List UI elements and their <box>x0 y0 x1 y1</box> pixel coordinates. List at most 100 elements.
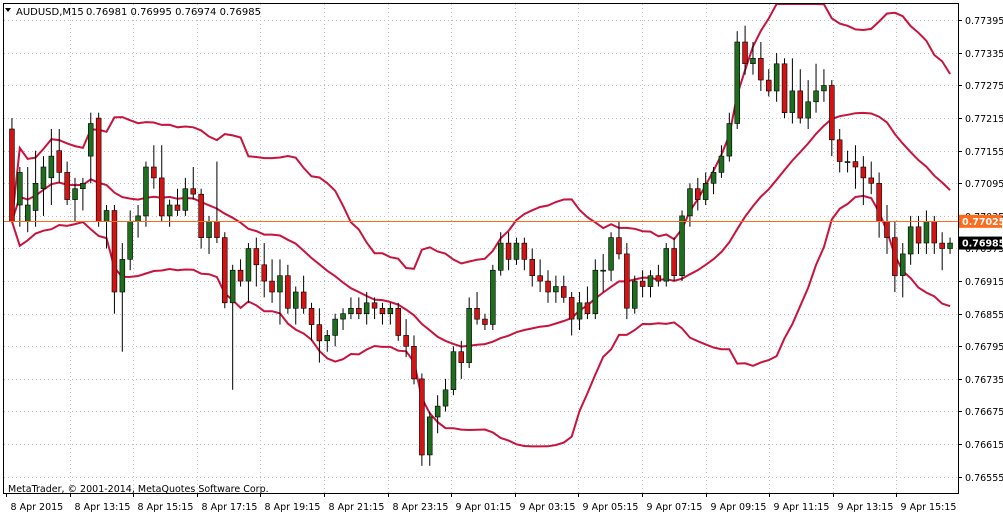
bear-candle <box>458 340 464 379</box>
candle-body <box>600 269 606 272</box>
bear-candle <box>222 232 228 309</box>
candle-body <box>324 335 330 342</box>
bear-candle <box>521 237 528 271</box>
bull-candle <box>72 177 78 222</box>
candle-body <box>9 128 15 222</box>
candle-body <box>765 79 772 92</box>
candle-body <box>174 204 181 211</box>
bull-candle <box>592 259 599 320</box>
bull-candle <box>663 243 669 287</box>
bull-candle <box>80 177 86 211</box>
candle-body <box>308 307 315 325</box>
candle-body <box>892 237 898 276</box>
bull-candle <box>813 63 819 113</box>
bull-candle <box>466 297 472 369</box>
bear-candle <box>190 167 197 200</box>
bull-candle <box>773 52 780 102</box>
bull-candle <box>789 58 796 124</box>
candle-body <box>261 264 267 282</box>
bear-candle <box>261 243 267 298</box>
candle-body <box>151 166 157 179</box>
bear-candle <box>198 188 204 249</box>
bull-candle <box>245 243 252 303</box>
y-tick-label: 0.76555 <box>965 473 1003 484</box>
bear-candle <box>829 80 835 157</box>
candle-body <box>939 242 945 249</box>
bear-candle <box>151 145 157 189</box>
candle-body <box>80 183 86 190</box>
bull-candle <box>292 286 299 325</box>
bull-candle <box>182 177 189 216</box>
bear-candle <box>639 270 646 298</box>
bear-candle <box>253 237 260 287</box>
bull-candle <box>899 243 906 298</box>
bull-candle <box>387 302 394 325</box>
candle-body <box>88 123 94 157</box>
bear-candle <box>868 161 874 195</box>
candle-body <box>805 101 811 119</box>
candle-body <box>95 117 102 222</box>
bear-candle <box>939 232 945 271</box>
symbol-label: AUDUSD,M15 <box>16 7 84 18</box>
candle-body <box>710 172 717 184</box>
chart-grid <box>4 4 958 493</box>
candle-body <box>781 63 788 114</box>
current-price-tag-bg <box>959 236 1002 250</box>
y-tick-label: 0.77395 <box>965 16 1003 27</box>
bull-candle <box>442 378 449 412</box>
bear-candle <box>876 172 882 238</box>
candle-body <box>434 405 441 418</box>
candle-body <box>844 161 851 163</box>
bull-candle <box>127 210 133 271</box>
candle-body <box>624 253 630 309</box>
candle-body <box>497 242 504 271</box>
candle-body <box>647 275 654 287</box>
candle-body <box>135 215 141 222</box>
bear-candle <box>474 291 480 325</box>
chart-header: AUDUSD,M15 0.76981 0.76995 0.76974 0.769… <box>5 7 261 18</box>
candle-body <box>237 269 244 282</box>
triangle-down-icon[interactable] <box>5 8 11 12</box>
x-tick-label: 9 Apr 03:15 <box>520 502 576 513</box>
y-tick-label: 0.76855 <box>965 310 1003 321</box>
candle-body <box>931 221 937 244</box>
candle-body <box>119 259 126 293</box>
y-tick-label: 0.77335 <box>965 49 1003 60</box>
candle-body <box>726 123 733 157</box>
candle-body <box>560 286 567 298</box>
copyright-label: MetaTrader, © 2001-2014, MetaQuotes Soft… <box>8 484 269 495</box>
time-axis[interactable]: 8 Apr 2015 8 Apr 13:15 8 Apr 15:15 8 Apr 17… <box>6 493 957 513</box>
candle-body <box>40 166 47 190</box>
candle-body <box>592 269 599 315</box>
bear-candle <box>159 145 165 222</box>
candle-body <box>56 150 62 173</box>
candle-body <box>363 302 370 314</box>
bull-candle <box>718 145 725 178</box>
candle-body <box>395 307 401 336</box>
level-price-tag-bg <box>959 214 1002 228</box>
price-axis[interactable]: 0.77395 0.77335 0.77275 0.77215 0.77155 0.770… <box>958 16 1003 484</box>
candle-body <box>466 307 472 363</box>
price-tags: 0.77025 0.76985 <box>959 214 1003 250</box>
y-tick-label: 0.76795 <box>965 342 1003 353</box>
candle-body <box>490 269 496 325</box>
candle-body <box>182 188 189 211</box>
y-tick-label: 0.77275 <box>965 81 1003 92</box>
bear-candle <box>237 259 244 287</box>
candle-body <box>718 155 725 173</box>
bull-candle <box>907 215 914 265</box>
x-tick-label: 9 Apr 13:15 <box>838 502 894 513</box>
x-tick-label: 8 Apr 21:15 <box>329 502 385 513</box>
bull-candle <box>710 167 717 195</box>
candle-body <box>222 237 228 304</box>
bull-candle <box>32 150 39 227</box>
bull-candle <box>119 243 126 352</box>
candle-body <box>584 302 591 314</box>
candle-body <box>348 307 354 314</box>
candle-body <box>734 41 740 124</box>
candle-body <box>687 188 693 217</box>
candle-body <box>72 188 78 200</box>
candle-body <box>442 389 449 407</box>
candle-body <box>356 307 362 314</box>
